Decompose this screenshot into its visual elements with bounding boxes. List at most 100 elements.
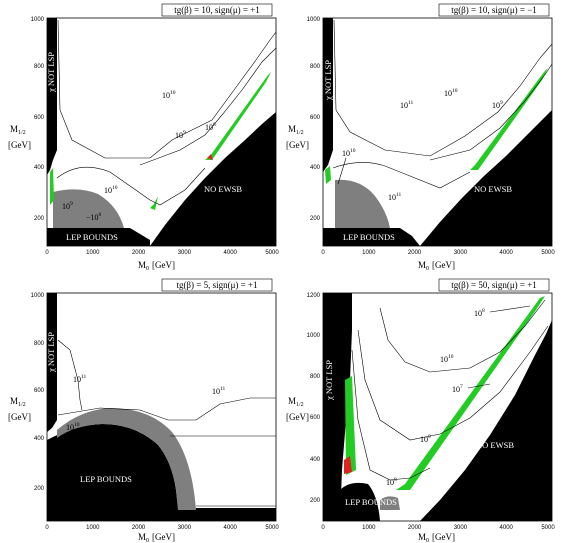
green-band — [205, 72, 271, 160]
param-label: tg(β) = 50, sign(μ) = +1 — [451, 280, 537, 290]
x-axis-label: M0 [GeV] — [418, 532, 455, 543]
contour-10-10-lower — [332, 162, 471, 189]
param-box — [161, 278, 273, 292]
x-axis-label: M0 [GeV] — [418, 260, 455, 272]
y-tick: 800 — [310, 64, 321, 70]
contour-label: 108 — [474, 308, 485, 318]
y-tick: 1000 — [31, 17, 45, 23]
y-tick: 800 — [34, 341, 45, 347]
y-tick: 200 — [310, 498, 321, 504]
contour-10-11 — [333, 19, 553, 157]
y-tick: 800 — [34, 64, 45, 70]
region-label: χ NOT LSP — [324, 360, 334, 401]
contour-label: 108 — [386, 477, 397, 487]
x-tick: 0 — [45, 525, 49, 531]
x-tick: 3000 — [178, 250, 192, 256]
y-tick: 600 — [310, 415, 321, 421]
green-band-small — [150, 196, 158, 210]
green-band-left — [50, 168, 54, 205]
contour-label: 1011 — [73, 374, 87, 384]
y-tick: 200 — [34, 486, 45, 492]
y-ticks: 200 400 600 800 1000 1200 — [307, 293, 321, 504]
y-ticks: 200 400 600 800 1000 — [31, 17, 45, 222]
contour-label: 1010 — [104, 185, 118, 195]
param-label: tg(β) = 10, sign(μ) = +1 — [174, 5, 260, 15]
lep-bounds-region — [47, 228, 150, 246]
y-tick: 400 — [310, 165, 321, 171]
param-box — [161, 3, 273, 17]
contour-label: 1010 — [440, 354, 454, 364]
x-tick: 4000 — [224, 250, 238, 256]
x-tick: 0 — [45, 250, 49, 256]
grey-lep-region — [57, 408, 196, 510]
no-ewsb-region — [150, 112, 276, 246]
x-axis-label: M0 [GeV] — [138, 532, 175, 543]
y-tick: 1000 — [31, 293, 45, 299]
contour-label: 1010 — [342, 148, 356, 158]
region-label: LEP BOUNDS — [66, 232, 118, 242]
y-axis-unit: [GeV] — [286, 412, 309, 422]
contour-label: 1011 — [400, 100, 414, 110]
x-tick: 1000 — [362, 525, 376, 531]
leader-line — [489, 305, 531, 313]
y-tick: 400 — [34, 165, 45, 171]
region-label: LEP BOUNDS — [345, 497, 397, 507]
no-ewsb-region — [420, 320, 552, 521]
x-tick: 5000 — [265, 250, 279, 256]
region-label: NO EWSB — [476, 440, 514, 450]
contour-10-9 — [357, 325, 549, 441]
green-band — [396, 296, 545, 490]
contour-10-10 — [429, 63, 553, 161]
y-ticks: 200 400 600 800 1000 — [307, 17, 321, 222]
region-label: NO EWSB — [474, 184, 512, 194]
x-tick: 4000 — [500, 250, 514, 256]
contour-label: 108 — [205, 122, 216, 132]
y-tick: 1000 — [307, 17, 321, 23]
contour-10-10 — [379, 299, 546, 373]
x-tick: 1000 — [86, 525, 100, 531]
green-band-left — [345, 376, 356, 475]
contour-label: 1011 — [212, 386, 226, 396]
x-tick: 2000 — [132, 525, 146, 531]
region-label: χ NOT LSP — [46, 52, 56, 93]
y-ticks: 200 400 600 800 1000 — [31, 293, 45, 492]
contour-label: 109 — [62, 201, 73, 211]
green-band-left — [325, 166, 331, 184]
x-tick: 3000 — [178, 525, 192, 531]
x-ticks: 0 1000 2000 3000 4000 5000 — [321, 525, 555, 531]
contour-10-10-lower — [56, 166, 206, 206]
param-label: tg(β) = 10, sign(μ) = −1 — [451, 5, 537, 15]
grey-lep-region — [335, 179, 390, 228]
x-tick: 4000 — [500, 525, 514, 531]
y-axis-unit: [GeV] — [286, 140, 309, 150]
y-tick: 800 — [310, 374, 321, 380]
contour-10-8 — [351, 349, 431, 481]
y-tick: 400 — [310, 457, 321, 463]
contour-label: 1011 — [388, 192, 402, 202]
chi-not-lsp-region — [47, 293, 57, 432]
grey-lep-region — [53, 189, 124, 228]
x-tick: 0 — [321, 250, 325, 256]
leader-line — [467, 383, 491, 389]
panel-top-left: 1010 109 108 1010 109 −108 LEP BOUNDS NO… — [8, 3, 279, 272]
region-label: LEP BOUNDS — [80, 474, 132, 484]
y-tick: 200 — [34, 216, 45, 222]
contour-label: 109 — [492, 100, 503, 110]
x-tick: 0 — [321, 525, 325, 531]
x-tick: 2000 — [408, 525, 422, 531]
y-tick: 1200 — [307, 293, 321, 299]
y-axis-unit: [GeV] — [8, 140, 31, 150]
region-label: χ NOT LSP — [46, 332, 56, 373]
x-ticks: 0 1000 2000 3000 4000 5000 — [45, 250, 279, 256]
grey-lep-region — [380, 496, 400, 510]
x-ticks: 0 1000 2000 3000 4000 5000 — [321, 250, 555, 256]
contour-label: 107 — [452, 384, 463, 394]
leader-line — [337, 157, 347, 185]
contour-label: 109 — [420, 434, 431, 444]
y-axis-label: M1/2 — [10, 396, 26, 408]
contour-10-10 — [57, 19, 277, 159]
panel-top-right: 1011 1010 109 1010 1011 LEP BOUNDS NO EW… — [286, 3, 555, 272]
contour-label: 109 — [175, 130, 186, 140]
y-tick: 600 — [34, 115, 45, 121]
